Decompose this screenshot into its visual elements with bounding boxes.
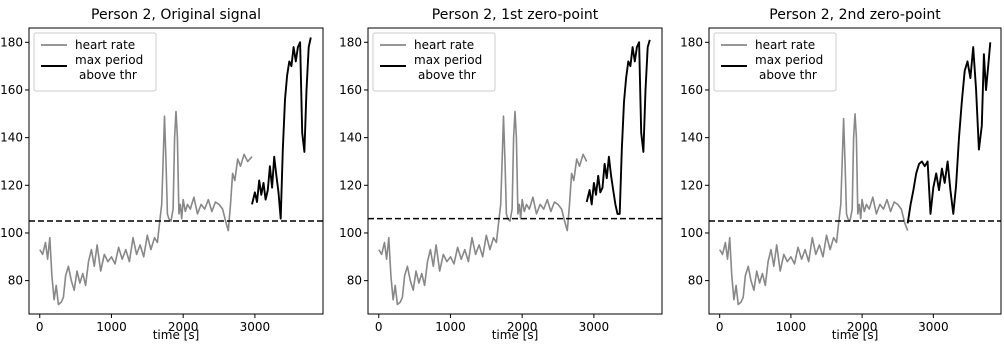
chart-panel-original-signal: Person 2, Original signal time [s] heart…: [0, 7, 324, 342]
y-tick-label: 180: [0, 35, 23, 49]
legend-box: [33, 32, 157, 92]
y-tick-label: 80: [688, 274, 703, 288]
chart-panel-1st-zero-point: Person 2, 1st zero-point time [s] heart …: [339, 7, 663, 342]
x-tick-label: 0: [36, 320, 44, 334]
legend-label-heart-rate: heart rate: [414, 38, 474, 52]
x-tick-label: 0: [375, 320, 383, 334]
y-tick-label: 120: [680, 178, 703, 192]
x-tick-label: 2000: [847, 320, 878, 334]
chart-title: Person 2, Original signal: [91, 7, 261, 23]
chart-title: Person 2, 2nd zero-point: [769, 7, 941, 23]
chart-panel-2nd-zero-point: Person 2, 2nd zero-point time [s] heart …: [680, 7, 1002, 342]
series-line-max-period: [251, 37, 312, 220]
legend-label-above-thr: above thr: [418, 68, 476, 82]
series-line-max-period: [585, 39, 651, 215]
legend-box: [713, 32, 837, 92]
y-tick-label: 100: [0, 226, 23, 240]
y-tick-label: 140: [680, 131, 703, 145]
series-line-max-period: [906, 42, 992, 224]
y-tick-label: 80: [8, 274, 23, 288]
legend: heart rate max period above thr: [33, 32, 157, 92]
legend-box: [372, 32, 496, 92]
legend-label-above-thr: above thr: [759, 68, 817, 82]
x-tick-label: 2000: [168, 320, 199, 334]
x-tick-label: 3000: [918, 320, 949, 334]
x-tick-label: 3000: [240, 320, 271, 334]
y-tick-label: 160: [680, 83, 703, 97]
series-line-heart-rate: [719, 113, 909, 306]
y-tick-label: 100: [680, 226, 703, 240]
legend-label-heart-rate: heart rate: [75, 38, 135, 52]
x-axis-label: time [s]: [153, 328, 200, 342]
plot-frame: [28, 27, 324, 315]
x-tick-label: 1000: [96, 320, 127, 334]
x-axis-label: time [s]: [492, 328, 539, 342]
y-tick-label: 180: [680, 35, 703, 49]
series-line-heart-rate: [39, 110, 253, 306]
y-tick-label: 100: [339, 226, 362, 240]
chart-title: Person 2, 1st zero-point: [432, 7, 599, 23]
y-tick-label: 160: [339, 83, 362, 97]
x-tick-label: 2000: [507, 320, 538, 334]
legend: heart rate max period above thr: [713, 32, 837, 92]
y-tick-label: 120: [0, 178, 23, 192]
x-tick-label: 0: [716, 320, 724, 334]
x-tick-label: 3000: [579, 320, 610, 334]
legend-label-above-thr: above thr: [79, 68, 137, 82]
legend: heart rate max period above thr: [372, 32, 496, 92]
y-tick-label: 160: [0, 83, 23, 97]
legend-label-max-period: max period: [755, 53, 823, 67]
y-tick-label: 80: [347, 274, 362, 288]
x-tick-label: 1000: [776, 320, 807, 334]
plot-frame: [367, 27, 663, 315]
y-tick-label: 140: [339, 131, 362, 145]
y-tick-label: 120: [339, 178, 362, 192]
series-line-heart-rate: [378, 110, 588, 306]
y-tick-label: 140: [0, 131, 23, 145]
x-tick-label: 1000: [435, 320, 466, 334]
legend-label-max-period: max period: [414, 53, 482, 67]
x-axis-label: time [s]: [832, 328, 879, 342]
legend-label-max-period: max period: [75, 53, 143, 67]
y-tick-label: 180: [339, 35, 362, 49]
legend-label-heart-rate: heart rate: [755, 38, 815, 52]
plot-frame: [708, 27, 1002, 315]
